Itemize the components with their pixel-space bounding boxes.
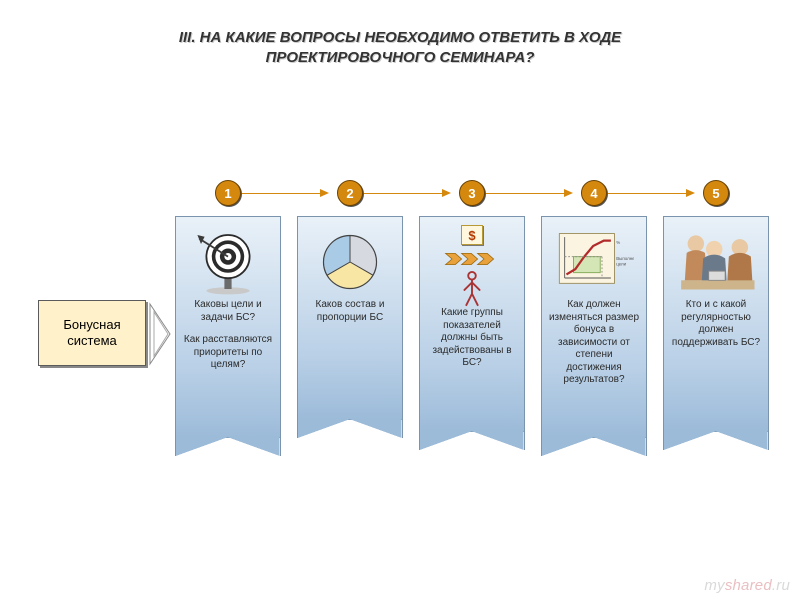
card-text: Как должен изменяться размер бонуса в за…	[548, 299, 640, 387]
title-line-2: ПРОЕКТИРОВОЧНОГО СЕМИНАРА?	[266, 49, 535, 66]
svg-text:цели: цели	[616, 262, 626, 267]
column-5: 5	[663, 180, 769, 438]
step-number: 1	[215, 180, 241, 206]
dollar-person-icon: $	[427, 225, 517, 307]
card: % Выполнение цели Как должен изменяться …	[541, 216, 647, 438]
step-number: 3	[459, 180, 485, 206]
pie-icon	[305, 225, 395, 299]
column-3: 3 $	[419, 180, 525, 438]
people-icon	[671, 225, 761, 299]
card-text: Каков состав и пропорции БС	[304, 299, 396, 324]
card: Каков состав и пропорции БС	[297, 216, 403, 420]
dollar-badge: $	[461, 225, 483, 245]
watermark-left: my	[704, 577, 724, 594]
card-text: Как расставляются приоритеты по целям?	[182, 334, 274, 372]
page-title: III. НА КАКИЕ ВОПРОСЫ НЕОБХОДИМО ОТВЕТИТ…	[0, 0, 800, 69]
step-number: 2	[337, 180, 363, 206]
column-4: 4 %	[541, 180, 647, 438]
card: Каковы цели и задачи БС? Как расставляют…	[175, 216, 281, 438]
step-number: 5	[703, 180, 729, 206]
source-box: Бонусная система	[38, 300, 146, 366]
card-text: Кто и с какой регулярностью должен подде…	[670, 299, 762, 349]
column-1: 1 Каковы цели и з	[175, 180, 281, 438]
card: Кто и с какой регулярностью должен подде…	[663, 216, 769, 432]
svg-text:Выполнение: Выполнение	[616, 256, 634, 261]
columns: 1 Каковы цели и з	[175, 180, 769, 438]
source-label: Бонусная система	[43, 317, 141, 350]
person-icon	[460, 269, 484, 307]
step-number: 4	[581, 180, 607, 206]
diagram: Бонусная система 1	[0, 180, 800, 480]
svg-text:%: %	[616, 240, 620, 245]
growth-chart-icon: % Выполнение цели	[549, 225, 639, 299]
column-2: 2 Каков состав и пропорции БС	[297, 180, 403, 438]
card: $	[419, 216, 525, 432]
target-icon	[183, 225, 273, 299]
watermark-accent: shared	[725, 577, 772, 594]
card-text: Каковы цели и задачи БС?	[182, 299, 274, 324]
chevrons-icon	[444, 251, 500, 267]
card-text: Какие группы показателей должны быть зад…	[426, 307, 518, 370]
watermark: myshared.ru	[704, 577, 790, 594]
watermark-right: .ru	[772, 577, 790, 594]
title-line-1: III. НА КАКИЕ ВОПРОСЫ НЕОБХОДИМО ОТВЕТИТ…	[179, 29, 621, 46]
